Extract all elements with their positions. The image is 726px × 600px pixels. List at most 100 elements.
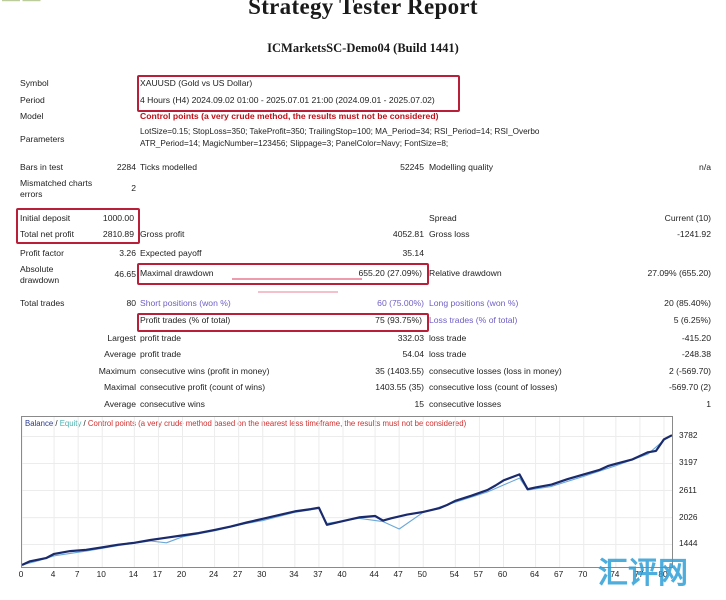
model-label: Model [20, 111, 44, 121]
largest-pt-value: 332.03 [397, 333, 424, 343]
profit-trades-highlight [137, 313, 429, 332]
legend-separator: / [53, 419, 60, 428]
x-tick-label: 74 [610, 569, 620, 579]
maximum-label: Maximum [98, 366, 136, 376]
lt-label: Loss trades (% of total) [429, 315, 518, 325]
x-tick-label: 77 [634, 569, 644, 579]
x-tick-label: 37 [313, 569, 323, 579]
grossloss-value: -1241.92 [677, 229, 711, 239]
x-tick-label: 4 [50, 569, 56, 579]
x-tick-label: 40 [337, 569, 347, 579]
x-tick-label: 27 [233, 569, 243, 579]
avg-cw-value: 15 [414, 399, 424, 409]
x-tick-label: 14 [128, 569, 138, 579]
x-tick-label: 50 [417, 569, 427, 579]
bars-value: 2284 [116, 162, 136, 172]
max-cw-label: consecutive wins (profit in money) [140, 366, 270, 376]
pf-label: Profit factor [20, 248, 64, 258]
mismatch-label-2: errors [20, 189, 43, 199]
max-cw-value: 35 (1403.55) [375, 366, 424, 376]
spread-label: Spread [429, 213, 457, 223]
pt-value: 75 (93.75%) [375, 315, 422, 325]
max-cl-value: 2 (-569.70) [668, 366, 711, 376]
payoff-label: Expected payoff [140, 248, 202, 258]
period-value: 4 Hours (H4) 2024.09.02 01:00 - 2025.07.… [140, 95, 435, 105]
x-tick-label: 24 [208, 569, 219, 579]
model-value: Control points (a very crude method, the… [140, 111, 439, 121]
symbol-period-highlight [137, 75, 460, 112]
ticks-label: Ticks modelled [140, 162, 197, 172]
x-tick-label: 57 [473, 569, 484, 579]
short-label: Short positions (won %) [140, 298, 231, 308]
legend-balance: Balance [25, 419, 54, 428]
avg-cl-value: 1 [706, 399, 711, 409]
avg2-label: Average [104, 399, 136, 409]
absdd-value: 46.65 [114, 269, 136, 279]
average-label: Average [104, 349, 136, 359]
legend-equity: Equity [59, 419, 82, 428]
mxl-cl-label: consecutive loss (count of losses) [429, 382, 558, 392]
x-tick-label: 64 [529, 569, 540, 579]
period-label: Period [20, 95, 45, 105]
x-tick-label: 80 [658, 569, 668, 579]
x-tick-label: 47 [393, 569, 403, 579]
quality-label: Modelling quality [429, 162, 494, 172]
average-lt-label: loss trade [429, 349, 467, 359]
avg-cl-label: consecutive losses [429, 399, 502, 409]
absdd-label-2: drawdown [20, 275, 60, 285]
pen-scribble [258, 291, 338, 293]
payoff-value: 35.14 [402, 248, 424, 258]
y-tick-label: 2611 [679, 484, 697, 495]
mxl-cp-label: consecutive profit (count of wins) [140, 382, 266, 392]
watermark-logo: 汇评网 [598, 557, 688, 590]
chart-plot [22, 417, 672, 567]
symbol-value: XAUUSD (Gold vs US Dollar) [140, 78, 253, 88]
maxdd-value: 655.20 (27.09%) [358, 268, 422, 278]
x-tick-label: 0 [18, 569, 24, 579]
avg-cw-label: consecutive wins [140, 399, 205, 409]
y-tick-label: 3197 [679, 457, 698, 468]
absdd-label: Absolute [20, 264, 54, 274]
deposit-value: 1000.00 [102, 213, 134, 223]
ticks-value: 52245 [400, 162, 424, 172]
balance-chart: Balance / Equity / Control points (a ver… [21, 416, 673, 568]
x-tick-label: 17 [152, 569, 163, 579]
bars-label: Bars in test [20, 162, 63, 172]
maximal-label: Maximal [104, 382, 136, 392]
series-line-balance [22, 434, 672, 566]
x-tick-label: 30 [257, 569, 267, 579]
pen-scribble [232, 278, 362, 280]
netprofit-label: Total net profit [20, 229, 74, 239]
parameters-line-2: ATR_Period=14; MagicNumber=123456; Slipp… [140, 139, 449, 148]
reldd-value: 27.09% (655.20) [647, 268, 711, 278]
largest-lt-value: -415.20 [681, 333, 711, 343]
x-tick-label: 20 [176, 569, 187, 579]
quality-value: n/a [699, 162, 711, 172]
parameters-line-1: LotSize=0.15; StopLoss=350; TakeProfit=3… [140, 127, 540, 136]
netprofit-value: 2810.89 [102, 229, 134, 239]
deposit-profit-highlight [16, 208, 140, 244]
x-tick-label: 60 [497, 569, 508, 579]
spread-value: Current (10) [664, 213, 711, 223]
parameters-label: Parameters [20, 134, 65, 144]
max-cl-label: consecutive losses (loss in money) [429, 366, 562, 376]
x-tick-label: 54 [449, 569, 459, 579]
grossloss-label: Gross loss [429, 229, 470, 239]
y-tick-label: 1444 [679, 538, 698, 549]
x-tick-label: 70 [578, 569, 588, 579]
long-value: 20 (85.40%) [664, 298, 711, 308]
mismatch-value: 2 [131, 183, 136, 193]
deposit-label: Initial deposit [20, 213, 71, 223]
lt-value: 5 (6.25%) [673, 315, 711, 325]
cropped-header-fragment: —— —— [2, 0, 41, 5]
trades-label: Total trades [20, 298, 65, 308]
maxdd-label: Maximal drawdown [140, 268, 214, 278]
chart-legend: Balance / Equity / Control points (a ver… [25, 419, 466, 428]
pt-label: Profit trades (% of total) [140, 315, 231, 325]
x-tick-label: 10 [96, 569, 106, 579]
y-tick-label: 3782 [679, 430, 698, 441]
average-pt-label: profit trade [140, 349, 182, 359]
grossprofit-value: 4052.81 [392, 229, 424, 239]
average-lt-value: -248.38 [681, 349, 711, 359]
mxl-cp-value: 1403.55 (35) [375, 382, 424, 392]
